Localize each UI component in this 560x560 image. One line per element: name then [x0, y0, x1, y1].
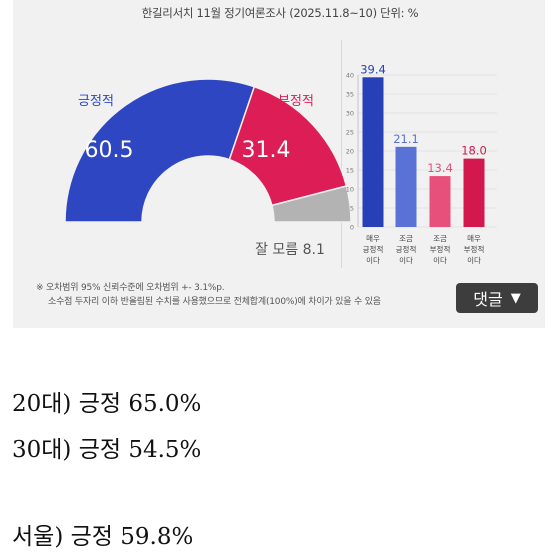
negative-value: 31.4 [242, 138, 291, 163]
category-label-1: 긍정적 [396, 244, 417, 254]
chart-note-2: 소수점 두자리 이하 반올림된 수치를 사용했으므로 전체합계(100%)에 차… [48, 297, 381, 307]
category-label-2: 부정적 [430, 244, 451, 254]
y-tick-label: 0 [350, 224, 354, 232]
y-tick-label: 10 [346, 186, 354, 194]
category-label-0: 긍정적 [363, 244, 384, 254]
chart-divider [341, 40, 342, 268]
y-tick-label: 15 [346, 167, 354, 175]
bar-1 [395, 146, 417, 227]
bar-value-label-0: 39.4 [360, 62, 386, 76]
category-label-2: 이다 [433, 255, 447, 265]
category-label-3: 부정적 [464, 244, 485, 254]
category-label-0: 매우 [366, 234, 380, 243]
bar-3 [463, 158, 485, 227]
category-label-1: 이다 [399, 255, 413, 265]
bar-value-label-3: 18.0 [461, 144, 487, 158]
reply-button-label: 댓글 [473, 290, 503, 309]
post-line-20s: 20대) 긍정 65.0% [12, 391, 202, 417]
y-tick-label: 5 [350, 205, 354, 213]
reply-button[interactable]: 댓글 ▼ [456, 283, 538, 313]
negative-label: 부정적 [278, 94, 314, 109]
y-tick-label: 40 [346, 72, 354, 80]
unknown-label: 잘 모름 8.1 [255, 242, 325, 258]
y-tick-label: 30 [346, 110, 354, 118]
category-label-2: 조금 [433, 234, 447, 243]
category-label-0: 이다 [366, 255, 380, 265]
positive-label: 긍정적 [78, 94, 114, 109]
category-label-3: 이다 [467, 255, 481, 265]
y-tick-label: 20 [346, 148, 354, 156]
gauge-slice-1 [228, 85, 348, 207]
bar-0 [362, 77, 384, 227]
category-label-3: 매우 [467, 234, 481, 243]
post-line-30s: 30대) 긍정 54.5% [12, 437, 202, 463]
gauge-slice-0 [64, 78, 256, 223]
y-tick-label: 35 [346, 91, 354, 99]
chart-title: 한길리서치 11월 정기여론조사 (2025.11.8~10) 단위: % [141, 6, 419, 20]
positive-value: 60.5 [85, 138, 134, 163]
post-line-seoul: 서울) 긍정 59.8% [12, 524, 194, 550]
chart-note-1: ※ 오차범위 95% 신뢰수준에 오차범위 +- 3.1%p. [36, 283, 225, 293]
bar-value-label-2: 13.4 [427, 161, 453, 175]
category-label-1: 조금 [399, 234, 413, 243]
semicircle-chart: 긍정적 60.5 부정적 31.4 잘 모름 8.1 [64, 78, 352, 258]
y-tick-label: 25 [346, 129, 354, 137]
gauge-slice-2 [270, 185, 352, 223]
chevron-down-icon: ▼ [510, 290, 521, 306]
bar-value-label-1: 21.1 [393, 132, 419, 146]
bar-2 [429, 176, 451, 227]
